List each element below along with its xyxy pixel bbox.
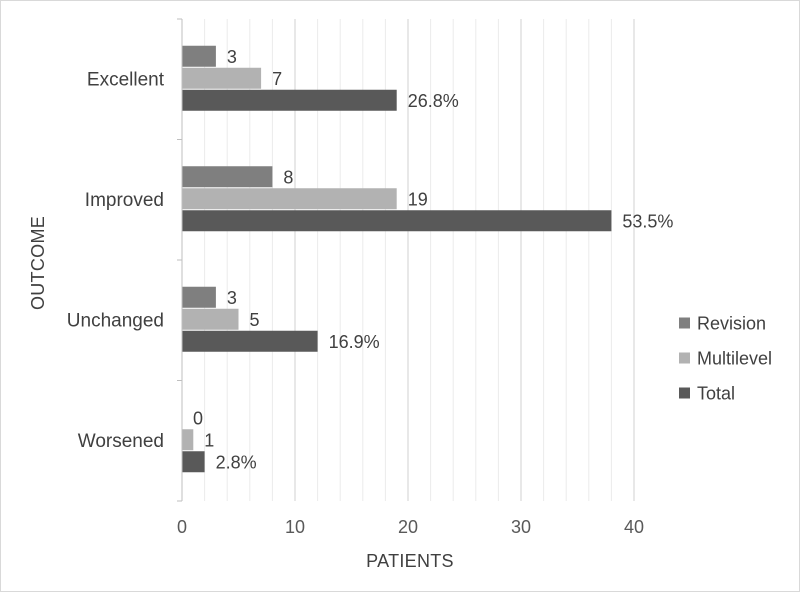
category-label-worsened: Worsened (78, 431, 164, 452)
category-label-improved: Improved (85, 190, 164, 211)
legend-label-revision: Revision (697, 314, 766, 334)
bars (182, 45, 612, 473)
x-tick-label: 10 (285, 517, 305, 537)
data-label-revision-unchanged: 3 (227, 288, 237, 308)
data-label-multilevel-unchanged: 5 (250, 310, 260, 330)
data-label-revision-improved: 8 (283, 167, 293, 187)
data-label-multilevel-excellent: 7 (272, 69, 282, 89)
category-label-excellent: Excellent (87, 69, 165, 90)
x-axis-title: PATIENTS (366, 551, 454, 571)
legend-swatch-revision (679, 317, 690, 329)
bar-multilevel-excellent (182, 67, 262, 89)
bar-revision-improved (182, 166, 273, 188)
data-label-total-improved: 53.5% (622, 211, 673, 231)
legend: Revision Multilevel Total (679, 314, 772, 404)
legend-swatch-total (679, 387, 690, 399)
data-label-total-excellent: 26.8% (408, 91, 459, 111)
data-label-total-worsened: 2.8% (216, 452, 257, 472)
x-tick-label: 30 (511, 517, 531, 537)
x-tick-label: 20 (398, 517, 418, 537)
legend-label-multilevel: Multilevel (697, 349, 772, 369)
data-label-revision-worsened: 0 (193, 408, 203, 428)
bar-total-worsened (182, 451, 205, 473)
bar-multilevel-unchanged (182, 308, 239, 330)
legend-label-total: Total (697, 384, 735, 404)
bar-multilevel-worsened (182, 429, 194, 451)
x-tick-labels: 0 10 20 30 40 (177, 517, 644, 537)
legend-swatch-multilevel (679, 352, 690, 364)
bar-revision-unchanged (182, 286, 216, 308)
category-label-unchanged: Unchanged (67, 310, 164, 331)
data-label-total-unchanged: 16.9% (329, 332, 380, 352)
x-tick-label: 0 (177, 517, 187, 537)
y-axis-title: OUTCOME (28, 216, 48, 310)
bar-total-excellent (182, 89, 397, 111)
bar-total-unchanged (182, 330, 318, 352)
data-label-multilevel-worsened: 1 (204, 430, 214, 450)
bar-revision-excellent (182, 45, 216, 67)
axes (177, 18, 183, 502)
data-label-multilevel-improved: 19 (408, 189, 428, 209)
x-tick-label: 40 (624, 517, 644, 537)
data-label-revision-excellent: 3 (227, 47, 237, 67)
category-labels: Excellent Improved Unchanged Worsened (67, 69, 165, 452)
bar-total-improved (182, 210, 612, 232)
bar-multilevel-improved (182, 188, 397, 210)
